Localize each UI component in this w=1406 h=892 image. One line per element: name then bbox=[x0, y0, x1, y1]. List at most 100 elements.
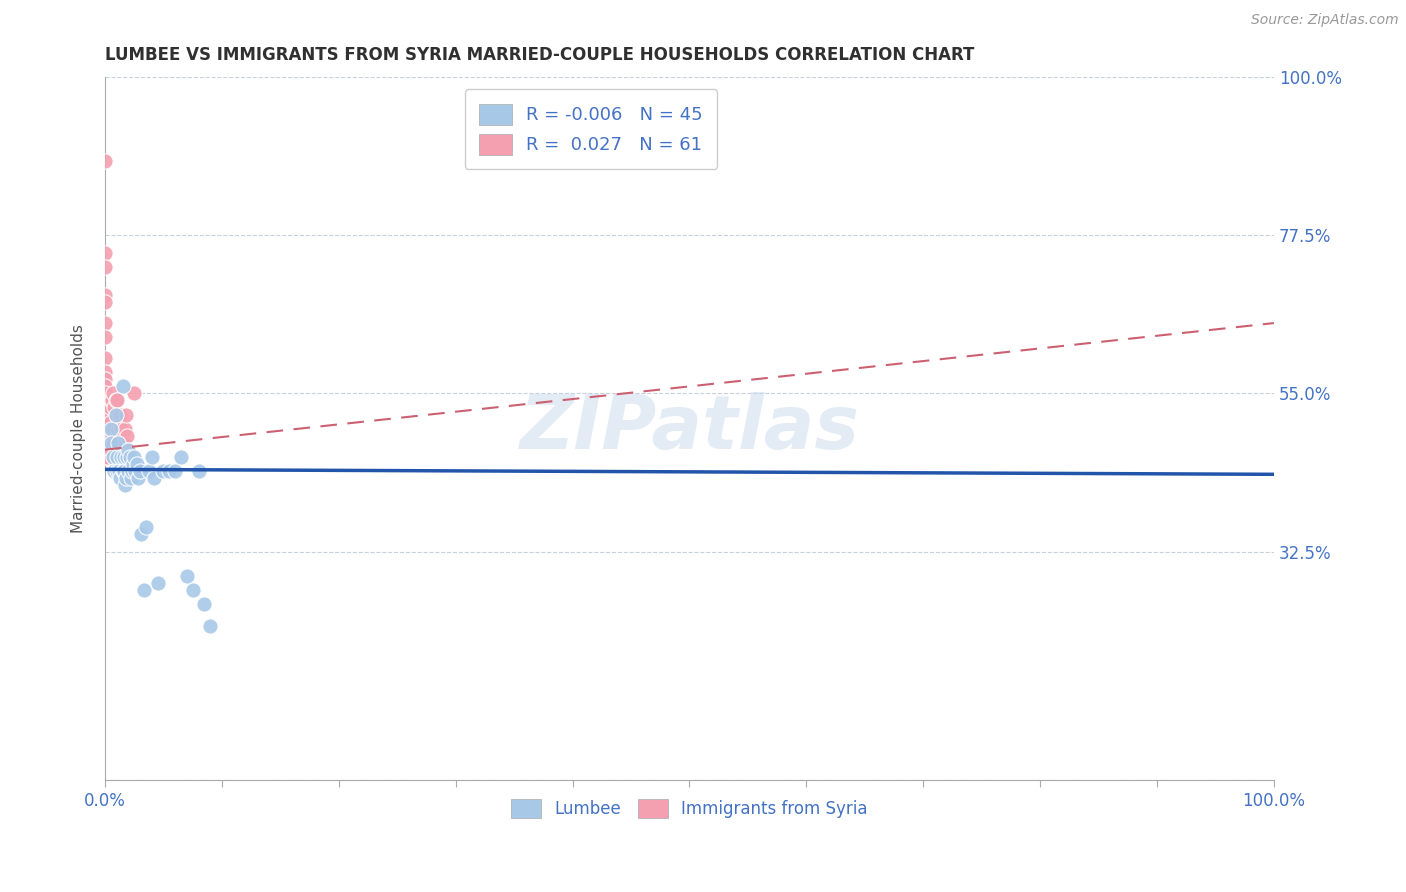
Point bbox=[104, 408, 127, 422]
Point bbox=[100, 421, 122, 435]
Point bbox=[94, 372, 117, 386]
Point bbox=[170, 450, 193, 464]
Point bbox=[112, 450, 135, 464]
Point bbox=[129, 464, 152, 478]
Point bbox=[125, 457, 148, 471]
Point bbox=[141, 450, 163, 464]
Point bbox=[114, 421, 136, 435]
Point bbox=[94, 442, 117, 457]
Text: ZIPatlas: ZIPatlas bbox=[519, 392, 859, 465]
Point bbox=[112, 464, 135, 478]
Point bbox=[94, 401, 117, 415]
Text: Source: ZipAtlas.com: Source: ZipAtlas.com bbox=[1251, 13, 1399, 28]
Point bbox=[100, 415, 122, 429]
Point bbox=[105, 464, 128, 478]
Point bbox=[94, 154, 117, 169]
Point bbox=[96, 408, 118, 422]
Point bbox=[94, 442, 117, 457]
Point bbox=[94, 408, 117, 422]
Point bbox=[108, 408, 131, 422]
Point bbox=[94, 435, 117, 450]
Point bbox=[100, 442, 122, 457]
Point bbox=[115, 471, 138, 485]
Point bbox=[103, 464, 125, 478]
Point bbox=[103, 401, 125, 415]
Point bbox=[124, 464, 146, 478]
Point bbox=[94, 415, 117, 429]
Point bbox=[120, 471, 142, 485]
Point bbox=[100, 393, 122, 408]
Point bbox=[94, 316, 117, 330]
Point bbox=[115, 428, 138, 442]
Point bbox=[146, 576, 169, 591]
Point bbox=[132, 583, 155, 598]
Point bbox=[94, 260, 117, 274]
Point bbox=[101, 386, 124, 401]
Point bbox=[94, 435, 117, 450]
Point bbox=[117, 464, 139, 478]
Point bbox=[111, 379, 134, 393]
Point bbox=[111, 464, 134, 478]
Point bbox=[104, 393, 127, 408]
Legend: Lumbee, Immigrants from Syria: Lumbee, Immigrants from Syria bbox=[505, 792, 875, 825]
Point bbox=[108, 471, 131, 485]
Point bbox=[94, 450, 117, 464]
Point bbox=[94, 421, 117, 435]
Point bbox=[94, 288, 117, 302]
Point bbox=[127, 471, 149, 485]
Point bbox=[138, 464, 160, 478]
Point bbox=[96, 421, 118, 435]
Point bbox=[96, 450, 118, 464]
Point bbox=[198, 618, 221, 632]
Point bbox=[181, 583, 204, 598]
Point bbox=[101, 421, 124, 435]
Point bbox=[100, 435, 122, 450]
Point bbox=[96, 408, 118, 422]
Point bbox=[143, 471, 166, 485]
Point bbox=[94, 295, 117, 310]
Point bbox=[94, 421, 117, 435]
Point bbox=[117, 442, 139, 457]
Text: LUMBEE VS IMMIGRANTS FROM SYRIA MARRIED-COUPLE HOUSEHOLDS CORRELATION CHART: LUMBEE VS IMMIGRANTS FROM SYRIA MARRIED-… bbox=[105, 46, 974, 64]
Point bbox=[94, 365, 117, 379]
Y-axis label: Married-couple Households: Married-couple Households bbox=[72, 324, 86, 533]
Point bbox=[105, 393, 128, 408]
Point bbox=[101, 450, 124, 464]
Point bbox=[108, 415, 131, 429]
Point bbox=[105, 450, 128, 464]
Point bbox=[97, 435, 120, 450]
Point bbox=[97, 408, 120, 422]
Point bbox=[112, 435, 135, 450]
Point bbox=[110, 421, 132, 435]
Point bbox=[96, 421, 118, 435]
Point bbox=[107, 421, 129, 435]
Point bbox=[105, 428, 128, 442]
Point bbox=[103, 435, 125, 450]
Point bbox=[110, 450, 132, 464]
Point bbox=[96, 435, 118, 450]
Point bbox=[165, 464, 187, 478]
Point bbox=[187, 464, 209, 478]
Point bbox=[94, 450, 117, 464]
Point bbox=[157, 464, 180, 478]
Point bbox=[101, 393, 124, 408]
Point bbox=[94, 428, 117, 442]
Point bbox=[98, 428, 121, 442]
Point bbox=[94, 351, 117, 366]
Point bbox=[176, 569, 198, 583]
Point bbox=[98, 401, 121, 415]
Point bbox=[117, 442, 139, 457]
Point bbox=[111, 428, 134, 442]
Point bbox=[101, 428, 124, 442]
Point bbox=[193, 598, 215, 612]
Point bbox=[152, 464, 174, 478]
Point bbox=[108, 464, 131, 478]
Point bbox=[122, 450, 145, 464]
Point bbox=[94, 245, 117, 260]
Point bbox=[107, 435, 129, 450]
Point bbox=[114, 478, 136, 492]
Point bbox=[115, 450, 138, 464]
Point bbox=[118, 450, 141, 464]
Point bbox=[122, 457, 145, 471]
Point bbox=[115, 408, 138, 422]
